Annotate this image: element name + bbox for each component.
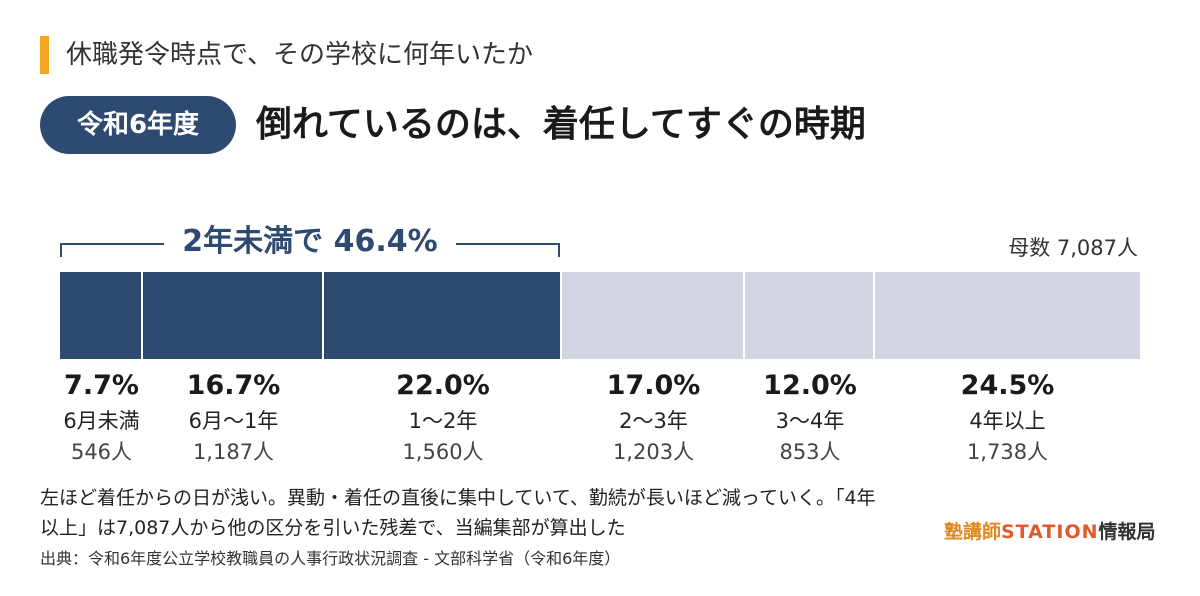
logo-part-3: 情報局 bbox=[1098, 521, 1156, 543]
segment-label: 16.7% 6月〜1年 1,187人 bbox=[144, 366, 324, 468]
segment-category: 6月〜1年 bbox=[188, 409, 279, 433]
segment-percent: 24.5% bbox=[960, 370, 1055, 401]
segment-label: 17.0% 2〜3年 1,203人 bbox=[564, 366, 744, 468]
segment-count: 1,187人 bbox=[192, 440, 275, 464]
segment-percent: 22.0% bbox=[396, 370, 490, 401]
source-citation: 出典：令和6年度公立学校教職員の人事行政状況調査 - 文部科学省（令和6年度） bbox=[40, 549, 621, 568]
chart-subtitle: 休職発令時点で、その学校に何年いたか bbox=[66, 40, 533, 70]
segment-percent: 16.7% bbox=[186, 370, 281, 401]
segment-label: 7.7% 6月未満 546人 bbox=[12, 366, 192, 468]
segment-category: 1〜2年 bbox=[408, 409, 478, 433]
brand-logo: 塾講師STATION情報局 bbox=[944, 518, 1156, 546]
segment-label: 24.5% 4年以上 1,738人 bbox=[918, 366, 1098, 468]
bracket-label: 2年未満で 46.4% bbox=[182, 224, 438, 259]
segment-percent: 12.0% bbox=[763, 370, 857, 401]
bracket-tick-left bbox=[60, 243, 62, 257]
bracket-line-right bbox=[456, 243, 560, 245]
segment-count: 1,203人 bbox=[612, 440, 695, 464]
stacked-bar bbox=[60, 272, 1140, 359]
segment-category: 2〜3年 bbox=[619, 409, 688, 433]
bar-segment bbox=[562, 272, 743, 359]
bar-segment bbox=[143, 272, 322, 359]
bar-segment bbox=[60, 272, 141, 359]
bracket-tick-right bbox=[558, 243, 560, 257]
bracket-line-left bbox=[60, 243, 164, 245]
segment-category: 4年以上 bbox=[969, 409, 1046, 433]
segment-label: 12.0% 3〜4年 853人 bbox=[720, 366, 900, 468]
accent-bar bbox=[40, 36, 49, 74]
bar-segment bbox=[875, 272, 1140, 359]
bar-segment bbox=[745, 272, 873, 359]
segment-count: 853人 bbox=[779, 440, 841, 464]
total-count: 母数 7,087人 bbox=[1008, 236, 1138, 260]
logo-part-1: 塾講師 bbox=[944, 521, 1002, 543]
segment-category: 3〜4年 bbox=[775, 409, 845, 433]
footnote: 左ほど着任からの日が浅い。異動・着任の直後に集中していて、勤続が長いほど減ってい… bbox=[40, 487, 876, 539]
bar-segment bbox=[324, 272, 560, 359]
segment-count: 1,738人 bbox=[966, 440, 1049, 464]
segment-count: 546人 bbox=[70, 440, 133, 464]
segment-category: 6月未満 bbox=[63, 409, 140, 433]
segment-count: 1,560人 bbox=[402, 440, 484, 464]
segment-percent: 17.0% bbox=[606, 370, 701, 401]
chart-headline: 倒れているのは、着任してすぐの時期 bbox=[256, 104, 866, 145]
logo-part-2: STATION bbox=[1001, 521, 1099, 543]
segment-label: 22.0% 1〜2年 1,560人 bbox=[353, 366, 533, 468]
year-badge: 令和6年度 bbox=[40, 96, 236, 154]
segment-percent: 7.7% bbox=[64, 370, 139, 401]
